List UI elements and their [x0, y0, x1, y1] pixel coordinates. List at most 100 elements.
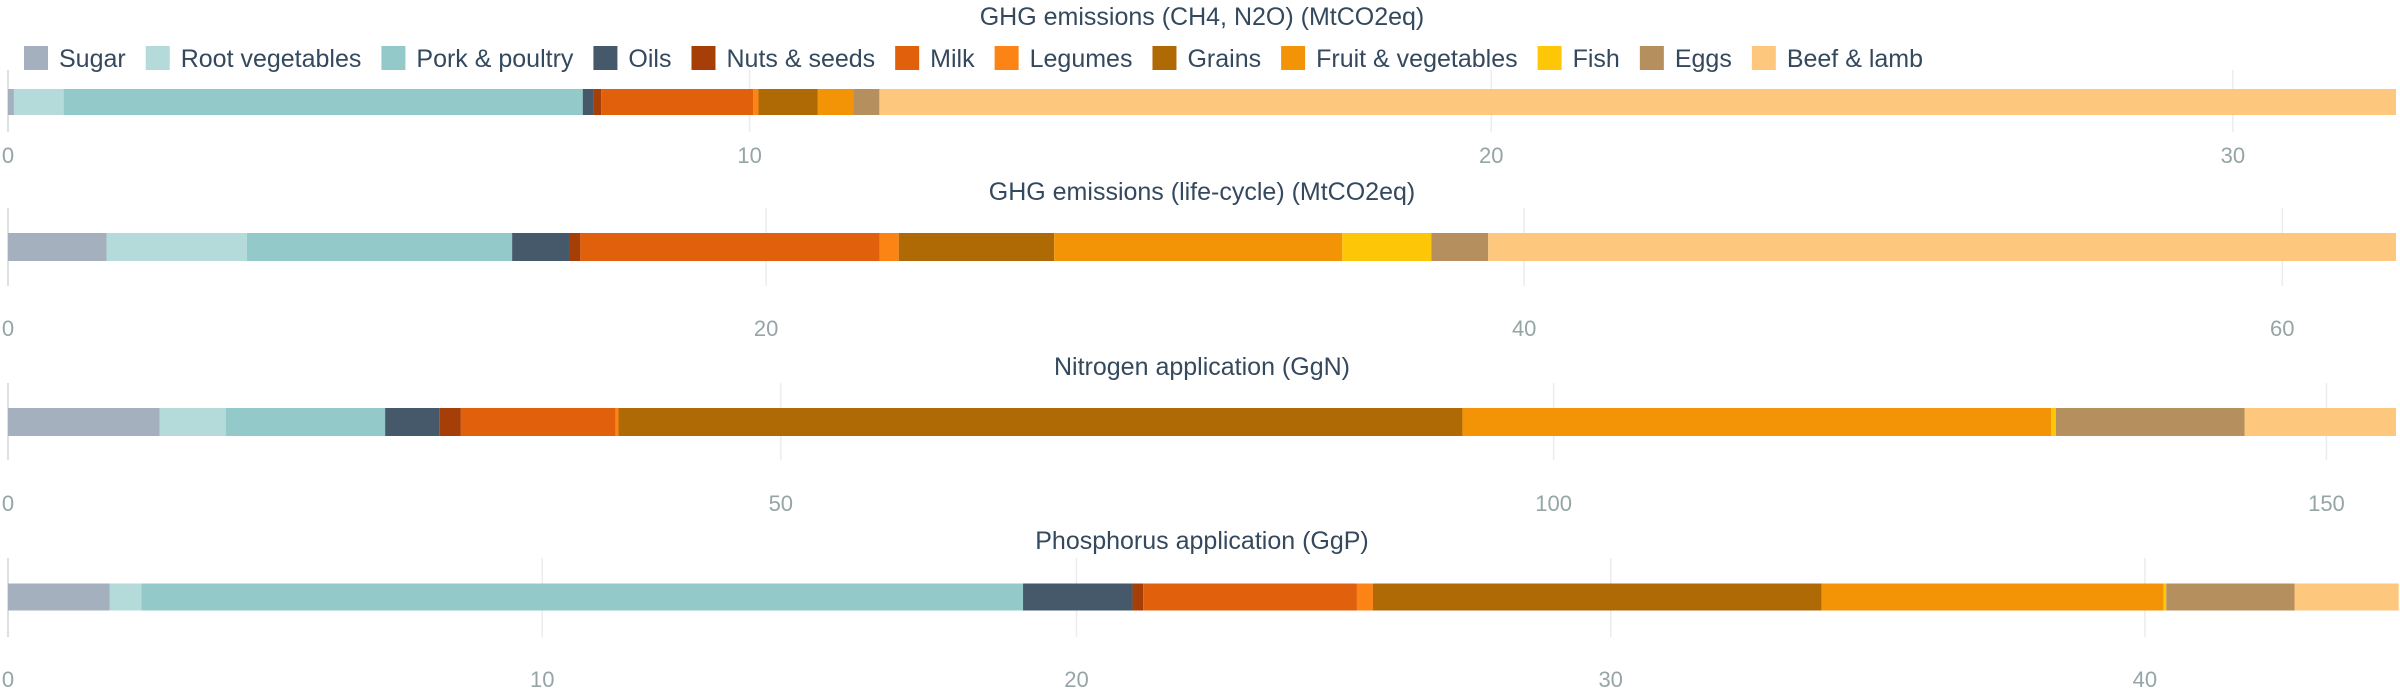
bar-segment-fish[interactable] [1342, 233, 1432, 261]
bar-segment-oils[interactable] [582, 89, 594, 115]
bar-segment-root-vegetables[interactable] [106, 233, 247, 261]
bar-segment-fruit-and-vegetables[interactable] [1054, 233, 1343, 261]
bar-segment-grains[interactable] [898, 233, 1055, 261]
bar-segment-sugar[interactable] [8, 583, 110, 611]
bar-segment-eggs[interactable] [2166, 583, 2295, 611]
bar-segment-fish[interactable] [2163, 583, 2167, 611]
legend-label: Milk [930, 45, 975, 73]
legend-item-oils[interactable]: Oils [593, 45, 671, 73]
bar-segment-legumes[interactable] [615, 408, 619, 436]
legend-item-milk[interactable]: Milk [895, 45, 975, 73]
legend-label: Sugar [59, 45, 126, 73]
legend-label: Eggs [1675, 45, 1732, 73]
bar-segment-pork-and-poultry[interactable] [63, 89, 583, 115]
legend-swatch [593, 46, 618, 70]
bar-segment-beef-and-lamb[interactable] [2244, 408, 2396, 436]
bar-segment-beef-and-lamb[interactable] [1488, 233, 2396, 261]
legend-label: Beef & lamb [1787, 45, 1923, 73]
legend-label: Grains [1187, 45, 1261, 73]
bar-segment-oils[interactable] [385, 408, 440, 436]
panel-nitrogen-application-ggn: Nitrogen application (GgN) 0 50 100 150 [2, 353, 2396, 516]
bar-segment-pork-and-poultry[interactable] [225, 408, 386, 436]
legend-label: Legumes [1030, 45, 1133, 73]
bar-segment-beef-and-lamb[interactable] [879, 89, 2397, 115]
bar-segment-root-vegetables[interactable] [159, 408, 226, 436]
bar-segment-sugar[interactable] [8, 89, 14, 115]
legend-item-grains[interactable]: Grains [1152, 45, 1261, 73]
bar-segment-nuts-and-seeds[interactable] [568, 233, 581, 261]
tick-label: 30 [1598, 667, 1622, 692]
bar-segment-legumes[interactable] [753, 89, 759, 115]
tick-label: 30 [2221, 143, 2245, 168]
legend-swatch [994, 46, 1019, 70]
bar-segment-sugar[interactable] [8, 408, 160, 436]
legend-swatch [1537, 46, 1562, 70]
legend-item-legumes[interactable]: Legumes [994, 45, 1133, 73]
tick-label: 150 [2308, 491, 2345, 516]
tick-label: 20 [1064, 667, 1088, 692]
bar-segment-eggs[interactable] [2055, 408, 2245, 436]
tick-label: 0 [2, 491, 14, 516]
legend-label: Fish [1573, 45, 1620, 73]
bar-segment-pork-and-poultry[interactable] [246, 233, 513, 261]
bar-segment-milk[interactable] [580, 233, 880, 261]
legend-item-beef-and-lamb[interactable]: Beef & lamb [1751, 45, 1923, 73]
bar-segment-eggs[interactable] [853, 89, 880, 115]
bar-segment-milk[interactable] [460, 408, 616, 436]
chart-title: GHG emissions (life-cycle) (MtCO2eq) [989, 178, 1415, 206]
bar-segment-grains[interactable] [1372, 583, 1822, 611]
bar-segment-root-vegetables[interactable] [13, 89, 64, 115]
legend-item-eggs[interactable]: Eggs [1639, 45, 1732, 73]
bar-segment-beef-and-lamb[interactable] [2294, 583, 2399, 611]
bar-segment-legumes[interactable] [1356, 583, 1373, 611]
panel-ghg-emissions-life-cycle-mtco2eq: GHG emissions (life-cycle) (MtCO2eq) 0 20 4… [2, 178, 2396, 341]
bar-segment-fruit-and-vegetables[interactable] [817, 89, 854, 115]
chart-panels: GHG emissions (CH4, N2O) (MtCO2eq) 0 10 20 3… [2, 3, 2399, 692]
legend-label: Pork & poultry [416, 45, 574, 73]
chart-title: Phosphorus application (GgP) [1035, 527, 1369, 555]
legend-swatch [1281, 46, 1306, 70]
legend-swatch [145, 46, 170, 70]
chart-title: GHG emissions (CH4, N2O) (MtCO2eq) [980, 3, 1425, 31]
tick-label: 0 [2, 316, 14, 341]
legend-swatch [24, 46, 48, 70]
tick-label: 100 [1535, 491, 1572, 516]
bar-segment-eggs[interactable] [1431, 233, 1489, 261]
legend-swatch [1751, 46, 1776, 70]
legend: Sugar Root vegetables Pork & poultry Oils Nu… [24, 45, 1923, 73]
legend-item-nuts-and-seeds[interactable]: Nuts & seeds [691, 45, 875, 73]
legend-label: Oils [628, 45, 671, 73]
chart-title: Nitrogen application (GgN) [1054, 353, 1350, 381]
bar-segment-oils[interactable] [1023, 583, 1133, 611]
panel-phosphorus-application-ggp: Phosphorus application (GgP) 0 10 20 30 40 [2, 527, 2399, 692]
legend-label: Fruit & vegetables [1316, 45, 1518, 73]
legend-swatch [1152, 46, 1177, 70]
bar-segment-grains[interactable] [758, 89, 818, 115]
bar-segment-sugar[interactable] [8, 233, 107, 261]
panel-ghg-emissions-ch4-n2o-mtco2eq: GHG emissions (CH4, N2O) (MtCO2eq) 0 10 20 3… [2, 3, 2397, 168]
tick-label: 10 [737, 143, 761, 168]
bar-segment-fish[interactable] [2051, 408, 2056, 436]
tick-label: 0 [2, 667, 14, 692]
bar-segment-nuts-and-seeds[interactable] [593, 89, 602, 115]
legend-item-root-vegetables[interactable]: Root vegetables [145, 45, 362, 73]
legend-item-fish[interactable]: Fish [1537, 45, 1620, 73]
bar-segment-root-vegetables[interactable] [109, 583, 142, 611]
tick-label: 40 [2133, 667, 2157, 692]
bar-segment-nuts-and-seeds[interactable] [439, 408, 461, 436]
bar-segment-fruit-and-vegetables[interactable] [1821, 583, 2164, 611]
bar-segment-milk[interactable] [1143, 583, 1357, 611]
bar-segment-nuts-and-seeds[interactable] [1132, 583, 1144, 611]
bar-segment-pork-and-poultry[interactable] [141, 583, 1024, 611]
bar-segment-grains[interactable] [618, 408, 1463, 436]
bar-segment-fruit-and-vegetables[interactable] [1462, 408, 2052, 436]
legend-item-pork-and-poultry[interactable]: Pork & poultry [381, 45, 574, 73]
bar-segment-milk[interactable] [601, 89, 754, 115]
bar-segment-legumes[interactable] [879, 233, 899, 261]
legend-item-sugar[interactable]: Sugar [24, 45, 126, 73]
legend-label: Nuts & seeds [726, 45, 875, 73]
tick-label: 20 [754, 316, 778, 341]
legend-item-fruit-and-vegetables[interactable]: Fruit & vegetables [1281, 45, 1518, 73]
bar-segment-oils[interactable] [512, 233, 569, 261]
